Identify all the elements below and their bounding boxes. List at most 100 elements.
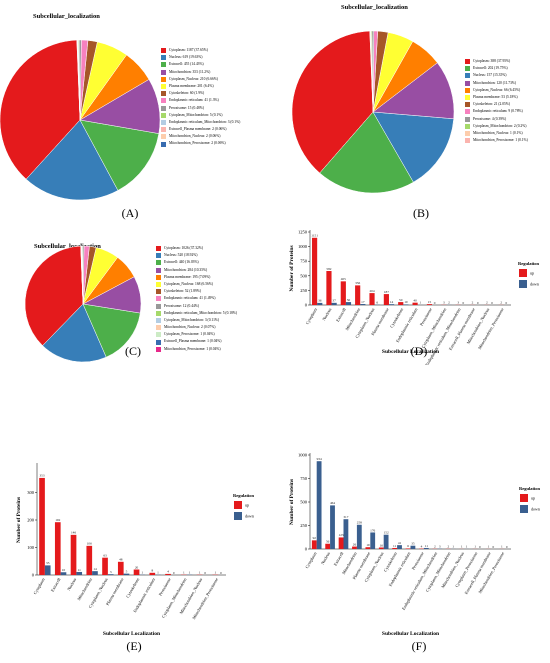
legend-label: Mitochondrion_Nucleus: 1 (0.1%) <box>473 130 523 135</box>
legend-item: Cytoskeleton: 52 (1.89%) <box>156 288 237 295</box>
x-tick-label: Mitochondrion_Peroxisome <box>477 551 505 594</box>
bar-value-label: 0 <box>204 571 206 575</box>
bar-value-label: 3 <box>457 301 459 305</box>
legend-item: Mitochondrion_Peroxisome: 1 (0.1%) <box>465 137 528 144</box>
y-tick-label: 100 <box>27 545 35 550</box>
legend-label: down <box>245 514 254 519</box>
legend-label: Extracell: 440 (16.03%) <box>164 260 199 265</box>
bar-up <box>412 302 418 305</box>
bar-down <box>423 547 429 549</box>
legend-item: Extracell: 202 (19.75%) <box>465 65 528 72</box>
legend-label: Mitochondrion_Nucleus: 2 (0.07%) <box>164 325 216 330</box>
chart-legend: Cytoplasm: 1187 (37.65%) Nucleus: 619 (19… <box>161 47 240 148</box>
bar-up <box>165 573 171 575</box>
legend-item: Endoplasmic reticulum_Mitochondrion: 3 (… <box>161 119 240 126</box>
bar-down <box>370 532 376 549</box>
legend-swatch <box>465 95 470 101</box>
legend-label: Endoplasmic reticulum_Mitochondrion: 3 (… <box>169 119 241 124</box>
legend-swatch <box>465 116 470 122</box>
bar-down <box>388 304 395 305</box>
legend-label: Extracell_Plasma membrane: 2 (0.06%) <box>169 127 227 132</box>
bar-value-label: 1 <box>141 571 143 575</box>
x-tick-label: Cytoskeleton <box>389 306 405 328</box>
legend-item: Endoplasmic reticulum: 41 (1.49%) <box>156 295 237 302</box>
x-tick-label: Extracell <box>50 576 62 592</box>
bar-value-label: 0 <box>173 571 175 575</box>
x-tick-label: Extracell <box>335 306 347 322</box>
x-tick-label: Peroxisome <box>419 307 433 327</box>
legend-swatch <box>465 59 470 65</box>
legend-swatch <box>156 317 161 323</box>
legend-label: down <box>530 282 539 287</box>
x-tick-label: Peroxisome <box>411 551 425 571</box>
legend-item: Extracell_Plasma membrane: 2 (0.06%) <box>161 126 240 133</box>
legend-label: Nucleus: 619 (19.63%) <box>169 55 203 60</box>
legend-swatch <box>161 141 166 147</box>
legend-item: Plasma membrane: 53 (5.18%) <box>465 94 528 101</box>
legend-item: Endoplasmic reticulum: 41 (1.3%) <box>161 97 240 104</box>
bar-up <box>325 543 331 549</box>
bar-value-label: 1 <box>466 545 468 549</box>
legend-label: up <box>531 496 535 501</box>
bar-value-label: 11 <box>425 544 429 548</box>
legend-item: Cytoplasm: 388 (37.95%) <box>465 58 528 65</box>
legend-item: Cytoskeleton: 60 (1.9%) <box>161 90 240 97</box>
bar-value-label: 20 <box>135 565 139 569</box>
legend-item: Cytoplasm_Nucleus: 210 (6.66%) <box>161 76 240 83</box>
bar-value-label: 582 <box>326 267 331 271</box>
y-tick-label: 1000 <box>298 453 308 458</box>
x-axis-label: Subcellular Localization <box>382 349 439 355</box>
legend-item: Mitochondrion_Peroxisome: 2 (0.06%) <box>161 140 240 147</box>
bar-down <box>60 572 67 575</box>
pie-slice <box>79 119 160 191</box>
legend-label: Peroxisome: 4 (0.39%) <box>473 116 507 121</box>
legend-label: Extracell: 455 (14.43%) <box>169 62 204 67</box>
pie-slice <box>0 39 81 180</box>
bar-value-label: 56 <box>326 540 330 544</box>
legend-label: up <box>245 503 249 508</box>
legend-label: Mitochondrion: 284 (10.35%) <box>164 267 208 272</box>
x-tick-label: Nucleus <box>320 551 331 566</box>
legend-swatch <box>520 494 528 502</box>
panel-label: (B) <box>413 206 429 220</box>
bar-down <box>397 545 402 549</box>
legend-swatch <box>520 505 528 513</box>
legend-swatch <box>156 339 161 345</box>
bar-up <box>149 572 156 575</box>
bar-value-label: 1 <box>214 571 216 575</box>
bar-value-label: 3 <box>110 570 112 574</box>
legend-swatch <box>519 269 527 277</box>
bar-value-label: 0 <box>506 301 508 305</box>
legend-item: Nucleus: 157 (15.35%) <box>465 72 528 79</box>
panel-label: (F) <box>411 639 427 653</box>
bar-value-label: 41 <box>398 541 402 545</box>
bar-up <box>352 546 357 549</box>
legend-label: Cytoplasm_Mitochondrion: 2 (0.2%) <box>473 123 527 128</box>
bar-up <box>311 540 317 549</box>
bar-value-label: 1 <box>189 571 191 575</box>
y-tick-label: 750 <box>300 259 308 264</box>
bar-up <box>365 547 371 549</box>
bar-value-label: 10 <box>62 568 66 572</box>
legend-swatch <box>161 62 166 68</box>
legend-label: up <box>530 271 534 276</box>
legend-label: Mitochondrion_Peroxisome: 2 (0.06%) <box>169 141 226 146</box>
y-tick-label: 1250 <box>298 230 308 235</box>
y-tick-label: 250 <box>300 523 308 528</box>
panel-label: (A) <box>121 206 139 220</box>
legend-item: Endoplasmic reticulum: 9 (0.78%) <box>465 108 528 115</box>
legend-swatch <box>234 501 242 509</box>
legend-swatch <box>156 253 161 259</box>
pie-slice <box>82 303 141 358</box>
bar-value-label: 6 <box>407 544 409 548</box>
bar-down <box>330 505 335 549</box>
bar-value-label: 63 <box>103 553 107 557</box>
panel-c: Subcellular_localization Cytoplasm: 1026… <box>0 225 275 365</box>
legend-item: Mitochondrion: 353 (11.2%) <box>161 69 240 76</box>
legend-label: Mitochondrion: 120 (11.73%) <box>473 80 517 85</box>
bar-value-label: 176 <box>370 528 375 532</box>
bar-value-label: 187 <box>384 290 389 294</box>
legend-swatch <box>156 260 161 266</box>
bar-value-label: 0 <box>434 301 436 305</box>
bar-value-label: 106 <box>87 542 92 546</box>
